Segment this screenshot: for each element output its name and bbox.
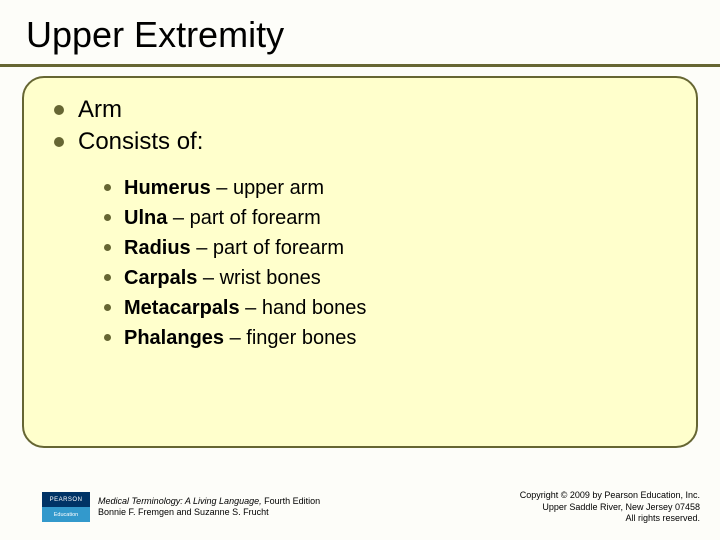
list-item: Radius – part of forearm: [104, 233, 366, 263]
copyright-line: Copyright © 2009 by Pearson Education, I…: [520, 490, 700, 500]
footer-left: PEARSON Education Medical Terminology: A…: [42, 492, 320, 522]
list-item: Arm: [54, 94, 366, 126]
bone-name: Carpals: [124, 267, 197, 289]
bone-desc: – finger bones: [224, 327, 356, 349]
sub-list: Humerus – upper arm Ulna – part of forea…: [104, 173, 366, 353]
bone-name: Humerus: [124, 177, 211, 199]
logo-bottom: Education: [42, 507, 90, 522]
bone-desc: – part of forearm: [191, 237, 344, 259]
main-list: Arm Consists of: Humerus – upper arm Uln…: [54, 94, 366, 353]
content-box: Arm Consists of: Humerus – upper arm Uln…: [22, 76, 698, 448]
book-title: Medical Terminology: A Living Language,: [98, 496, 262, 506]
bone-desc: – wrist bones: [197, 267, 320, 289]
bullet-text: Arm: [78, 96, 122, 123]
book-authors: Bonnie F. Fremgen and Suzanne S. Frucht: [98, 507, 269, 517]
list-item: Ulna – part of forearm: [104, 203, 366, 233]
logo-top: PEARSON: [42, 492, 90, 507]
footer-citation: Medical Terminology: A Living Language, …: [98, 496, 320, 519]
bullet-text: Consists of:: [78, 128, 203, 155]
copyright-line: All rights reserved.: [625, 513, 700, 523]
list-item: Metacarpals – hand bones: [104, 293, 366, 323]
list-item: Phalanges – finger bones: [104, 323, 366, 353]
bone-desc: – part of forearm: [167, 207, 320, 229]
list-item: Consists of: Humerus – upper arm Ulna – …: [54, 126, 366, 352]
bone-name: Radius: [124, 237, 191, 259]
bone-name: Ulna: [124, 207, 167, 229]
footer-right: Copyright © 2009 by Pearson Education, I…: [520, 490, 700, 524]
list-item: Humerus – upper arm: [104, 173, 366, 203]
bone-name: Metacarpals: [124, 297, 240, 319]
pearson-logo: PEARSON Education: [42, 492, 90, 522]
slide: Upper Extremity Arm Consists of: Humerus…: [0, 0, 720, 540]
title-underline: [0, 64, 720, 67]
slide-title: Upper Extremity: [26, 14, 284, 56]
bone-desc: – hand bones: [240, 297, 367, 319]
copyright-line: Upper Saddle River, New Jersey 07458: [542, 502, 700, 512]
list-item: Carpals – wrist bones: [104, 263, 366, 293]
book-edition: Fourth Edition: [262, 496, 321, 506]
bone-desc: – upper arm: [211, 177, 324, 199]
bone-name: Phalanges: [124, 327, 224, 349]
